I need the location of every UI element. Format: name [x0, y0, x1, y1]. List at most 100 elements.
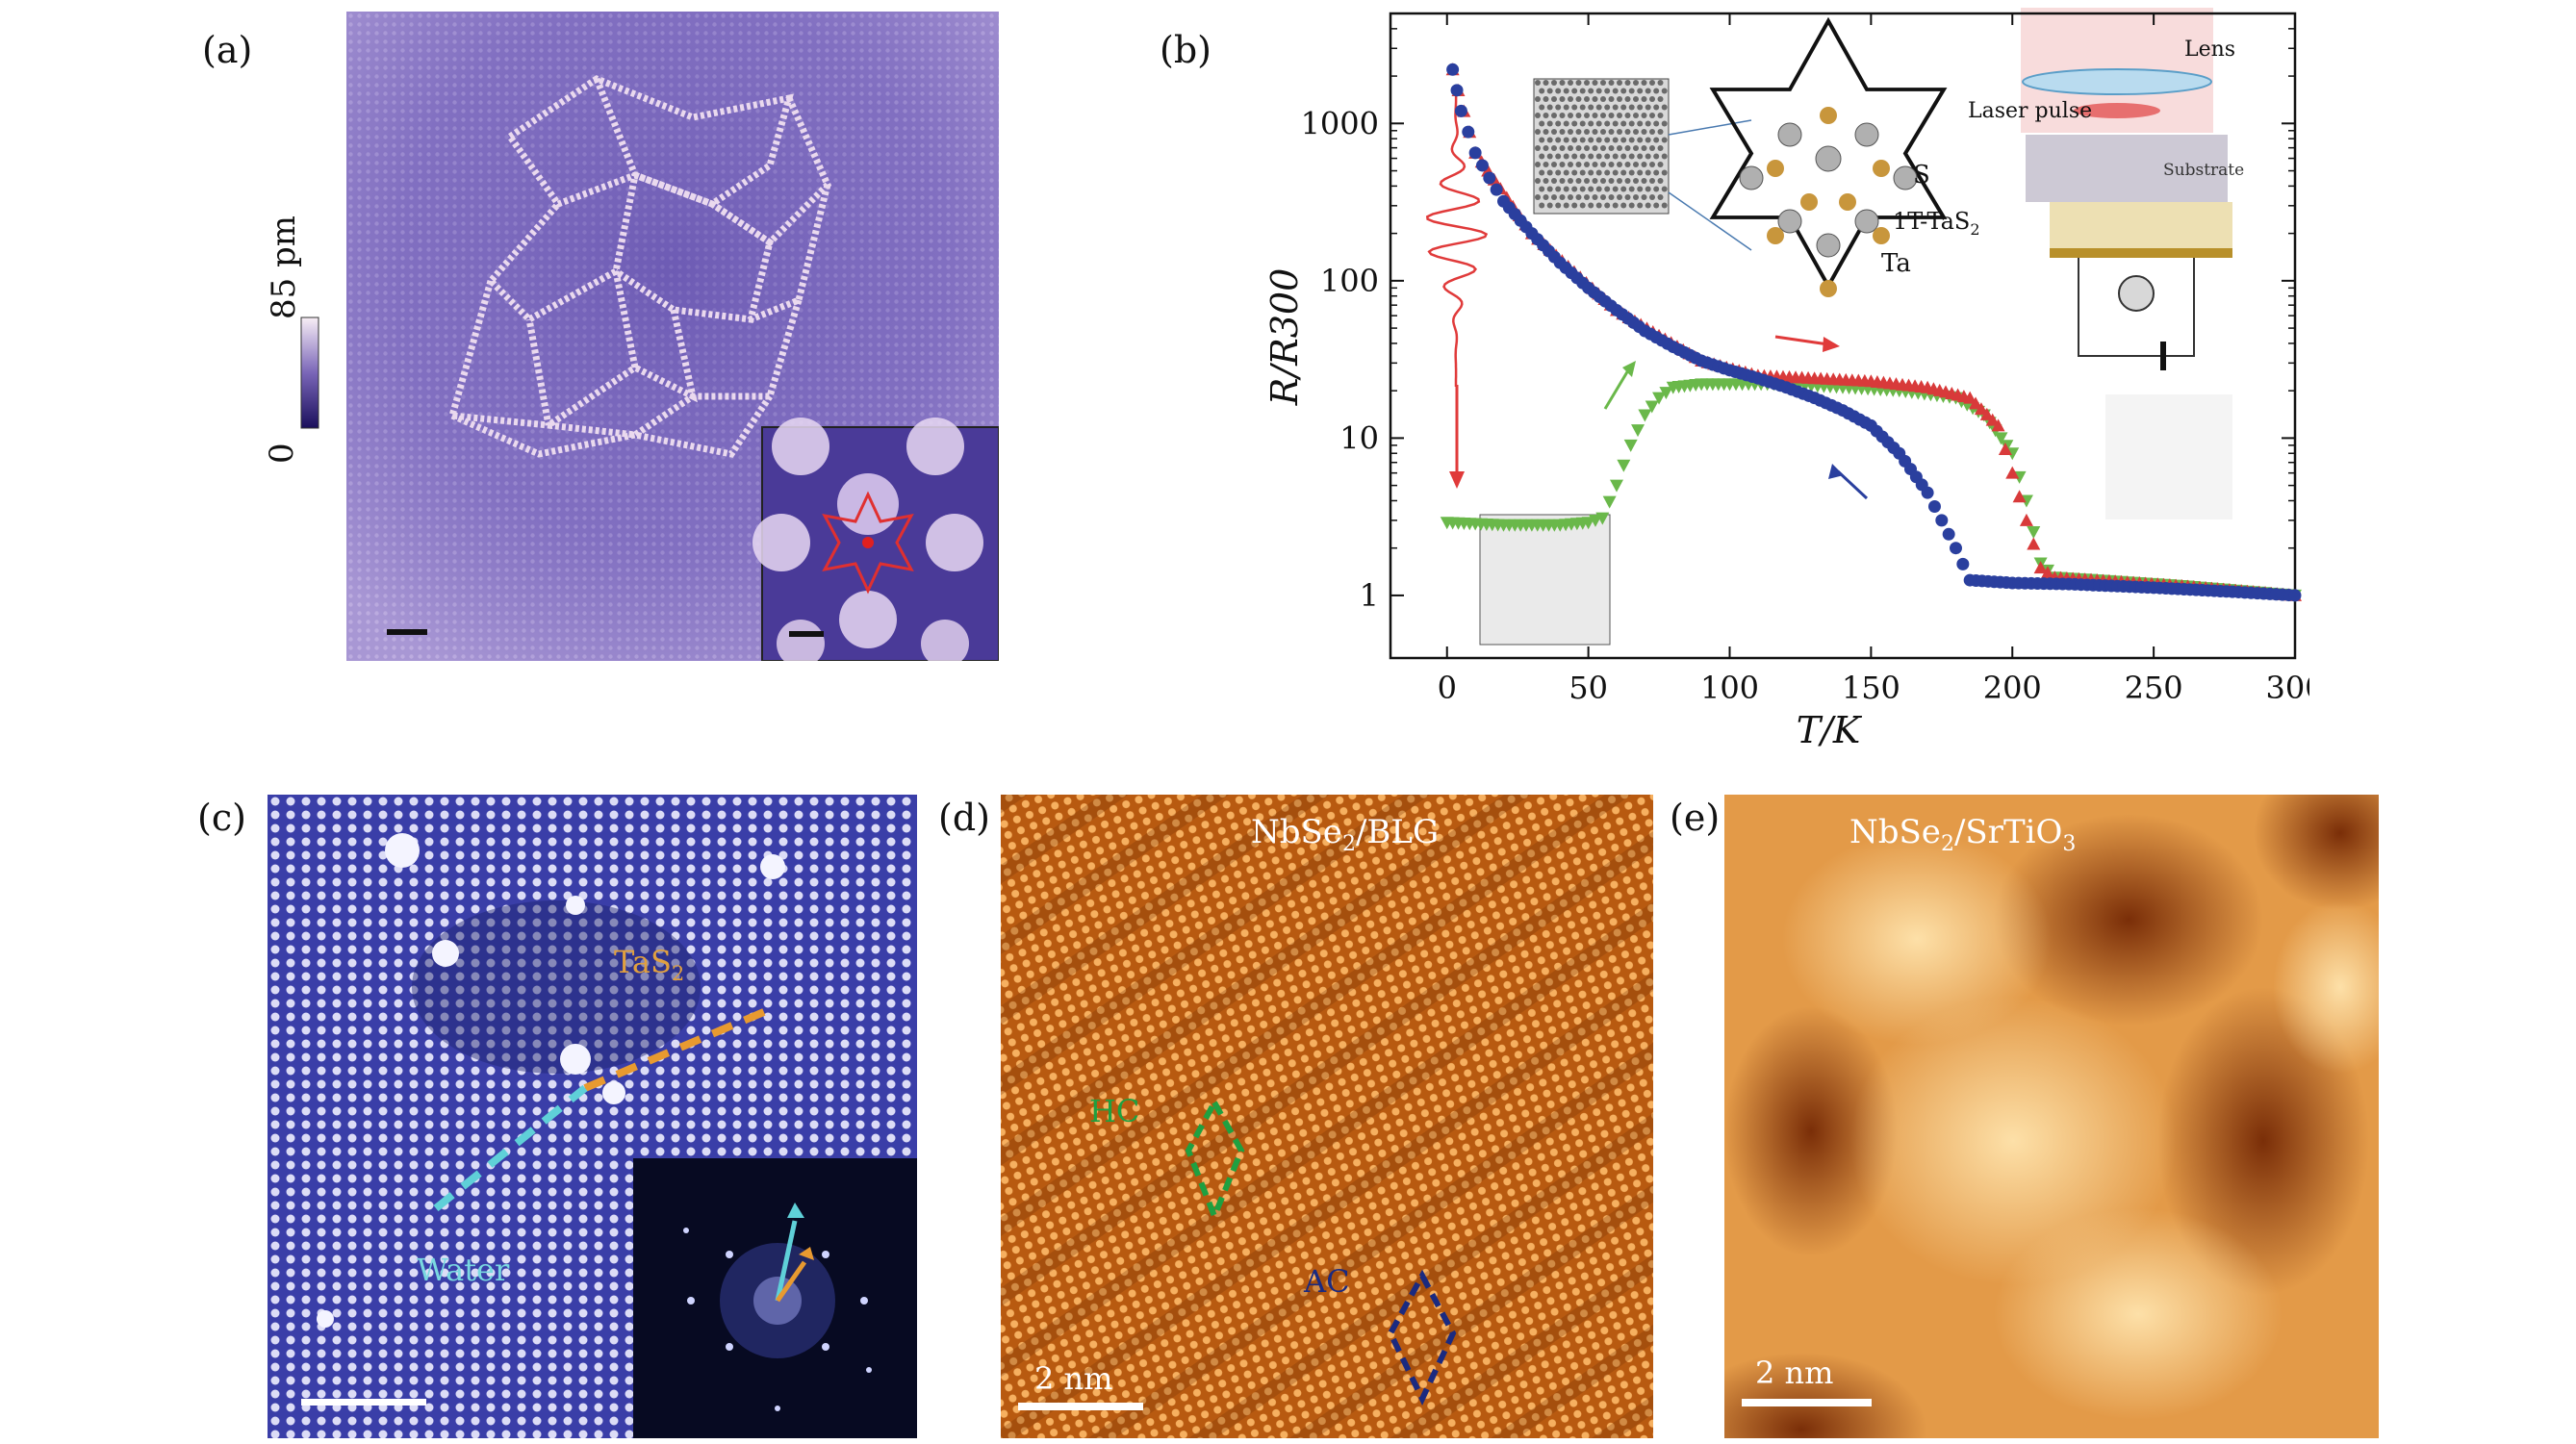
- lattice-dot: [1584, 194, 1590, 200]
- lattice-dot: [1612, 104, 1619, 111]
- inset-laser-setup: [2021, 8, 2232, 370]
- lattice-dot: [1612, 202, 1619, 209]
- data-point: [1969, 396, 1983, 410]
- lattice-dot: [1624, 129, 1631, 135]
- lattice-dot: [1546, 88, 1553, 94]
- lattice-dot: [1575, 129, 1582, 135]
- x-tick-label: 250: [2125, 670, 2183, 706]
- panel-d-stm-image: NbSe2/BLG HC AC 2 nm: [1001, 795, 1653, 1442]
- lattice-dot: [1624, 162, 1631, 167]
- lattice-dot: [1641, 194, 1647, 200]
- x-tick-label: 150: [1842, 670, 1900, 706]
- lattice-dot: [1624, 178, 1631, 184]
- lattice-dot: [1661, 169, 1668, 176]
- lattice-dot: [1543, 194, 1549, 200]
- lattice-dot: [1661, 88, 1668, 94]
- lattice-dot: [1633, 178, 1639, 184]
- lattice-dot: [1649, 129, 1655, 135]
- data-point: [1490, 183, 1503, 196]
- panel-e-stm-image: NbSe2/SrTiO3 2 nm: [1676, 756, 2427, 1444]
- lattice-dot: [1641, 162, 1647, 167]
- lattice-dot: [1592, 129, 1598, 135]
- lattice-dot: [1579, 153, 1586, 160]
- laser-pulse-label: Laser pulse: [1968, 99, 2092, 123]
- data-point: [1963, 391, 1977, 404]
- lattice-dot: [1649, 145, 1655, 151]
- lattice-dot: [1628, 153, 1635, 160]
- lattice-dot: [1568, 194, 1573, 200]
- lattice-dot: [1546, 186, 1553, 192]
- panel-label-a: (a): [202, 29, 253, 71]
- lattice-dot: [1653, 104, 1660, 111]
- lattice-dot: [1637, 137, 1644, 143]
- lattice-dot: [1584, 80, 1590, 86]
- lattice-dot: [1617, 129, 1622, 135]
- lattice-dot: [1559, 162, 1566, 167]
- lattice-dot: [1555, 186, 1562, 192]
- lattice-dot: [1551, 80, 1557, 86]
- lattice-dot: [1608, 178, 1615, 184]
- lattice-dot: [1608, 96, 1615, 102]
- ac-label: AC: [1303, 1263, 1350, 1300]
- lattice-dot: [1641, 80, 1647, 86]
- lattice-dot: [1612, 137, 1619, 143]
- lattice-dot: [1612, 153, 1619, 160]
- lattice-dot: [1649, 178, 1655, 184]
- lattice-dot: [1546, 153, 1553, 160]
- lattice-dot: [1617, 162, 1622, 167]
- lattice-dot: [1559, 96, 1566, 102]
- lattice-dot: [1555, 169, 1562, 176]
- lattice-dot: [1579, 104, 1586, 111]
- lattice-dot: [1595, 169, 1602, 176]
- scale-label-e: 2 nm: [1755, 1355, 1833, 1391]
- lattice-dot: [1600, 129, 1606, 135]
- lattice-dot: [1628, 137, 1635, 143]
- lattice-dot: [1595, 120, 1602, 127]
- lattice-dot: [1608, 145, 1615, 151]
- lattice-dot: [1617, 96, 1622, 102]
- data-point: [1623, 439, 1638, 452]
- lattice-dot: [1600, 80, 1606, 86]
- lattice-dot: [1546, 104, 1553, 111]
- lattice-dot: [1645, 88, 1651, 94]
- lattice-dot: [1535, 96, 1541, 102]
- lattice-dot: [1571, 88, 1578, 94]
- lattice-dot: [1595, 104, 1602, 111]
- lattice-dot: [1624, 194, 1631, 200]
- lattice-dot: [1539, 186, 1545, 192]
- lattice-dot: [1600, 194, 1606, 200]
- lattice-dot: [1604, 202, 1611, 209]
- panel-label-c: (c): [197, 797, 246, 839]
- lattice-dot: [1661, 153, 1668, 160]
- data-point: [1602, 495, 1617, 509]
- lattice-dot: [1661, 120, 1668, 127]
- lattice-dot: [1543, 178, 1549, 184]
- lattice-dot: [1604, 104, 1611, 111]
- data-point: [1638, 409, 1652, 422]
- inset-lattice-image: [1533, 78, 1752, 251]
- data-point: [1446, 63, 1460, 76]
- lattice-dot: [1641, 129, 1647, 135]
- panel-b-chart: S 1T-TaS2 Ta Lens Laser pulse Substrate: [1251, 0, 2325, 770]
- lattice-dot: [1595, 186, 1602, 192]
- lattice-dot: [1595, 202, 1602, 209]
- lattice-dot: [1575, 96, 1582, 102]
- inset-star-structure: [1709, 16, 1948, 297]
- lattice-dot: [1584, 129, 1590, 135]
- lattice-dot: [1571, 153, 1578, 160]
- lattice-dot: [1571, 137, 1578, 143]
- lattice-dot: [1657, 162, 1664, 167]
- lattice-dot: [1649, 96, 1655, 102]
- lattice-dot: [1661, 104, 1668, 111]
- lattice-dot: [1633, 96, 1639, 102]
- lattice-dot: [1579, 88, 1586, 94]
- lattice-dot: [1657, 96, 1664, 102]
- lattice-dot: [1535, 162, 1541, 167]
- lattice-dot: [1563, 88, 1569, 94]
- lattice-dot: [1617, 145, 1622, 151]
- lattice-dot: [1600, 113, 1606, 118]
- lattice-dot: [1575, 113, 1582, 118]
- lattice-dot: [1559, 113, 1566, 118]
- x-tick-label: 50: [1569, 670, 1608, 706]
- lattice-dot: [1535, 194, 1541, 200]
